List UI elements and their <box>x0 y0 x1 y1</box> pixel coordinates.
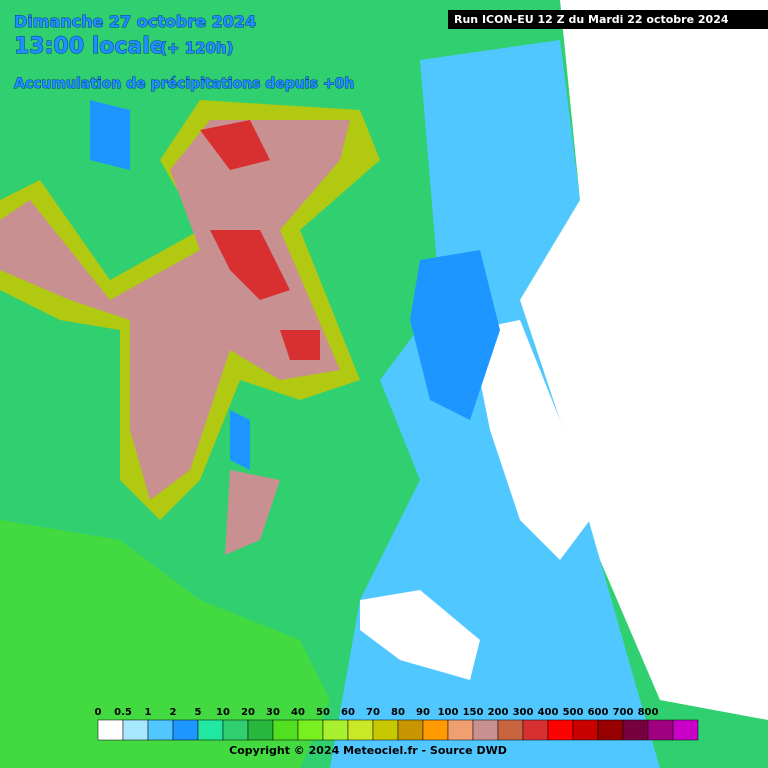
precip-area <box>225 470 280 555</box>
dry-land <box>520 0 768 720</box>
offset-label: (+ 120h) <box>160 39 234 57</box>
legend-label: 70 <box>366 707 380 718</box>
legend-swatch <box>447 719 474 741</box>
legend-swatch <box>172 719 199 741</box>
legend-swatch <box>422 719 449 741</box>
legend-label: 700 <box>613 707 634 718</box>
precip-area <box>200 120 320 360</box>
legend-swatch <box>472 719 499 741</box>
run-label: Run ICON-EU 12 Z du Mardi 22 octobre 202… <box>454 13 729 26</box>
legend-label: 90 <box>416 707 430 718</box>
legend-label: 40 <box>291 707 305 718</box>
legend-label: 60 <box>341 707 355 718</box>
legend-swatch <box>522 719 549 741</box>
precip-area <box>0 120 350 500</box>
copyright: Copyright © 2024 Meteociel.fr - Source D… <box>229 744 507 757</box>
dry-land <box>470 320 590 560</box>
precip-area <box>0 520 330 768</box>
legend-swatch <box>272 719 299 741</box>
legend-label: 5 <box>195 707 202 718</box>
legend-label: 10 <box>216 707 230 718</box>
legend: 0 0.5 1 2 5 10 20 30 40 50 60 70 80 90 100 150 200 300 400… <box>95 707 699 741</box>
legend-swatch <box>247 719 274 741</box>
legend-swatch <box>97 719 124 741</box>
legend-swatch <box>122 719 149 741</box>
legend-label: 0 <box>95 707 102 718</box>
date-label: Dimanche 27 octobre 2024 <box>14 12 256 31</box>
legend-label: 150 <box>463 707 484 718</box>
legend-swatch <box>597 719 624 741</box>
legend-label: 20 <box>241 707 255 718</box>
legend-label: 50 <box>316 707 330 718</box>
legend-label: 800 <box>638 707 659 718</box>
precip-area <box>90 100 250 470</box>
legend-label: 30 <box>266 707 280 718</box>
legend-label: 100 <box>438 707 459 718</box>
legend-swatch <box>222 719 249 741</box>
legend-swatch <box>297 719 324 741</box>
precip-area <box>410 250 500 420</box>
legend-swatch <box>397 719 424 741</box>
legend-swatch <box>347 719 374 741</box>
legend-label: 200 <box>488 707 509 718</box>
legend-label: 400 <box>538 707 559 718</box>
legend-swatch <box>197 719 224 741</box>
legend-swatch <box>647 719 674 741</box>
legend-label: 600 <box>588 707 609 718</box>
legend-label: 500 <box>563 707 584 718</box>
legend-label: 2 <box>170 707 177 718</box>
subtitle: Accumulation de précipitations depuis +0… <box>14 76 354 92</box>
legend-swatch <box>622 719 649 741</box>
legend-swatch <box>497 719 524 741</box>
legend-label: 1 <box>145 707 152 718</box>
dry-land <box>360 590 480 680</box>
legend-swatch <box>322 719 349 741</box>
legend-swatch <box>572 719 599 741</box>
legend-label: 0.5 <box>114 707 132 718</box>
legend-swatch <box>147 719 174 741</box>
legend-swatch <box>672 719 699 741</box>
legend-swatch <box>372 719 399 741</box>
legend-label: 300 <box>513 707 534 718</box>
legend-label: 80 <box>391 707 405 718</box>
run-box <box>448 10 768 29</box>
time-label: 13:00 locale <box>14 34 165 59</box>
legend-swatch <box>547 719 574 741</box>
